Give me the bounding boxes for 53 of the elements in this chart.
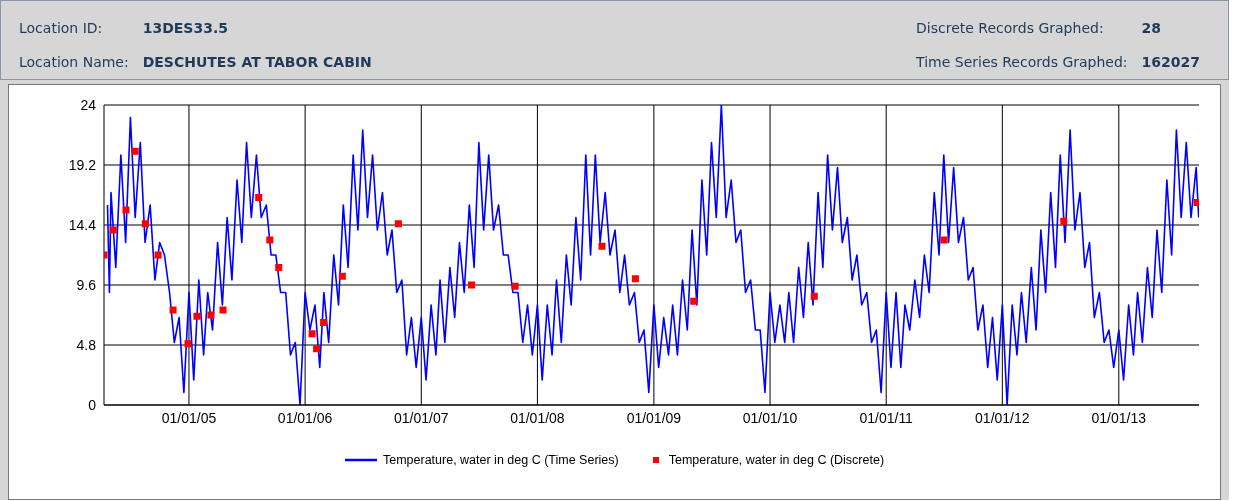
x-tick-label: 01/01/10	[742, 409, 798, 426]
point	[255, 194, 263, 201]
point	[266, 236, 274, 244]
text: 13DES33.5	[142, 19, 229, 38]
point	[131, 147, 139, 155]
text: 28	[1141, 19, 1163, 38]
text: DESCHUTES AT TABOR CABIN	[142, 53, 372, 72]
text: Location ID:	[19, 19, 104, 38]
x-tick-label: 01/01/12	[975, 409, 1030, 426]
point	[193, 312, 201, 320]
point	[169, 306, 177, 314]
point	[184, 340, 192, 348]
point	[690, 297, 698, 305]
y-tick-label: 19.2	[68, 156, 97, 173]
point	[810, 292, 818, 300]
x-tick-label: 01/01/09	[626, 409, 682, 426]
point	[207, 311, 215, 319]
point	[468, 281, 476, 289]
point	[338, 272, 346, 280]
point	[313, 345, 321, 353]
point	[394, 220, 402, 228]
x-tick-label: 01/01/07	[394, 409, 449, 426]
text: Time Series Records Graphed:	[916, 53, 1129, 72]
x-tick-label: 01/01/13	[1091, 409, 1147, 426]
point	[275, 264, 283, 271]
legend-label: Temperature, water in deg C (Discrete)	[668, 453, 885, 467]
legend-label: Temperature, water in deg C (Time Series)	[382, 453, 619, 467]
x-tick-label: 01/01/08	[510, 409, 565, 426]
text: 162027	[1141, 53, 1200, 72]
x-tick-label: 01/01/06	[277, 409, 333, 426]
x-tick-label: 01/01/11	[859, 409, 914, 426]
y-tick-label: 24	[80, 96, 97, 113]
x-tick-label: 01/01/05	[161, 409, 217, 426]
point	[598, 242, 606, 250]
point	[154, 251, 162, 259]
y-tick-label: 9.6	[76, 276, 97, 293]
point	[511, 282, 519, 290]
point	[631, 275, 639, 283]
point	[219, 306, 227, 314]
point	[1193, 199, 1199, 206]
text: Location Name:	[19, 53, 130, 72]
point	[141, 220, 149, 228]
line-series	[106, 105, 1199, 405]
y-tick-label: 14.4	[68, 216, 97, 233]
y-tick-label: 0	[88, 396, 97, 413]
point	[320, 319, 328, 326]
point	[940, 236, 948, 244]
point	[109, 226, 117, 234]
point	[308, 330, 316, 338]
point	[1060, 217, 1068, 225]
y-tick-label: 4.8	[76, 336, 97, 353]
point	[122, 206, 130, 214]
text: Discrete Records Graphed:	[916, 19, 1105, 38]
